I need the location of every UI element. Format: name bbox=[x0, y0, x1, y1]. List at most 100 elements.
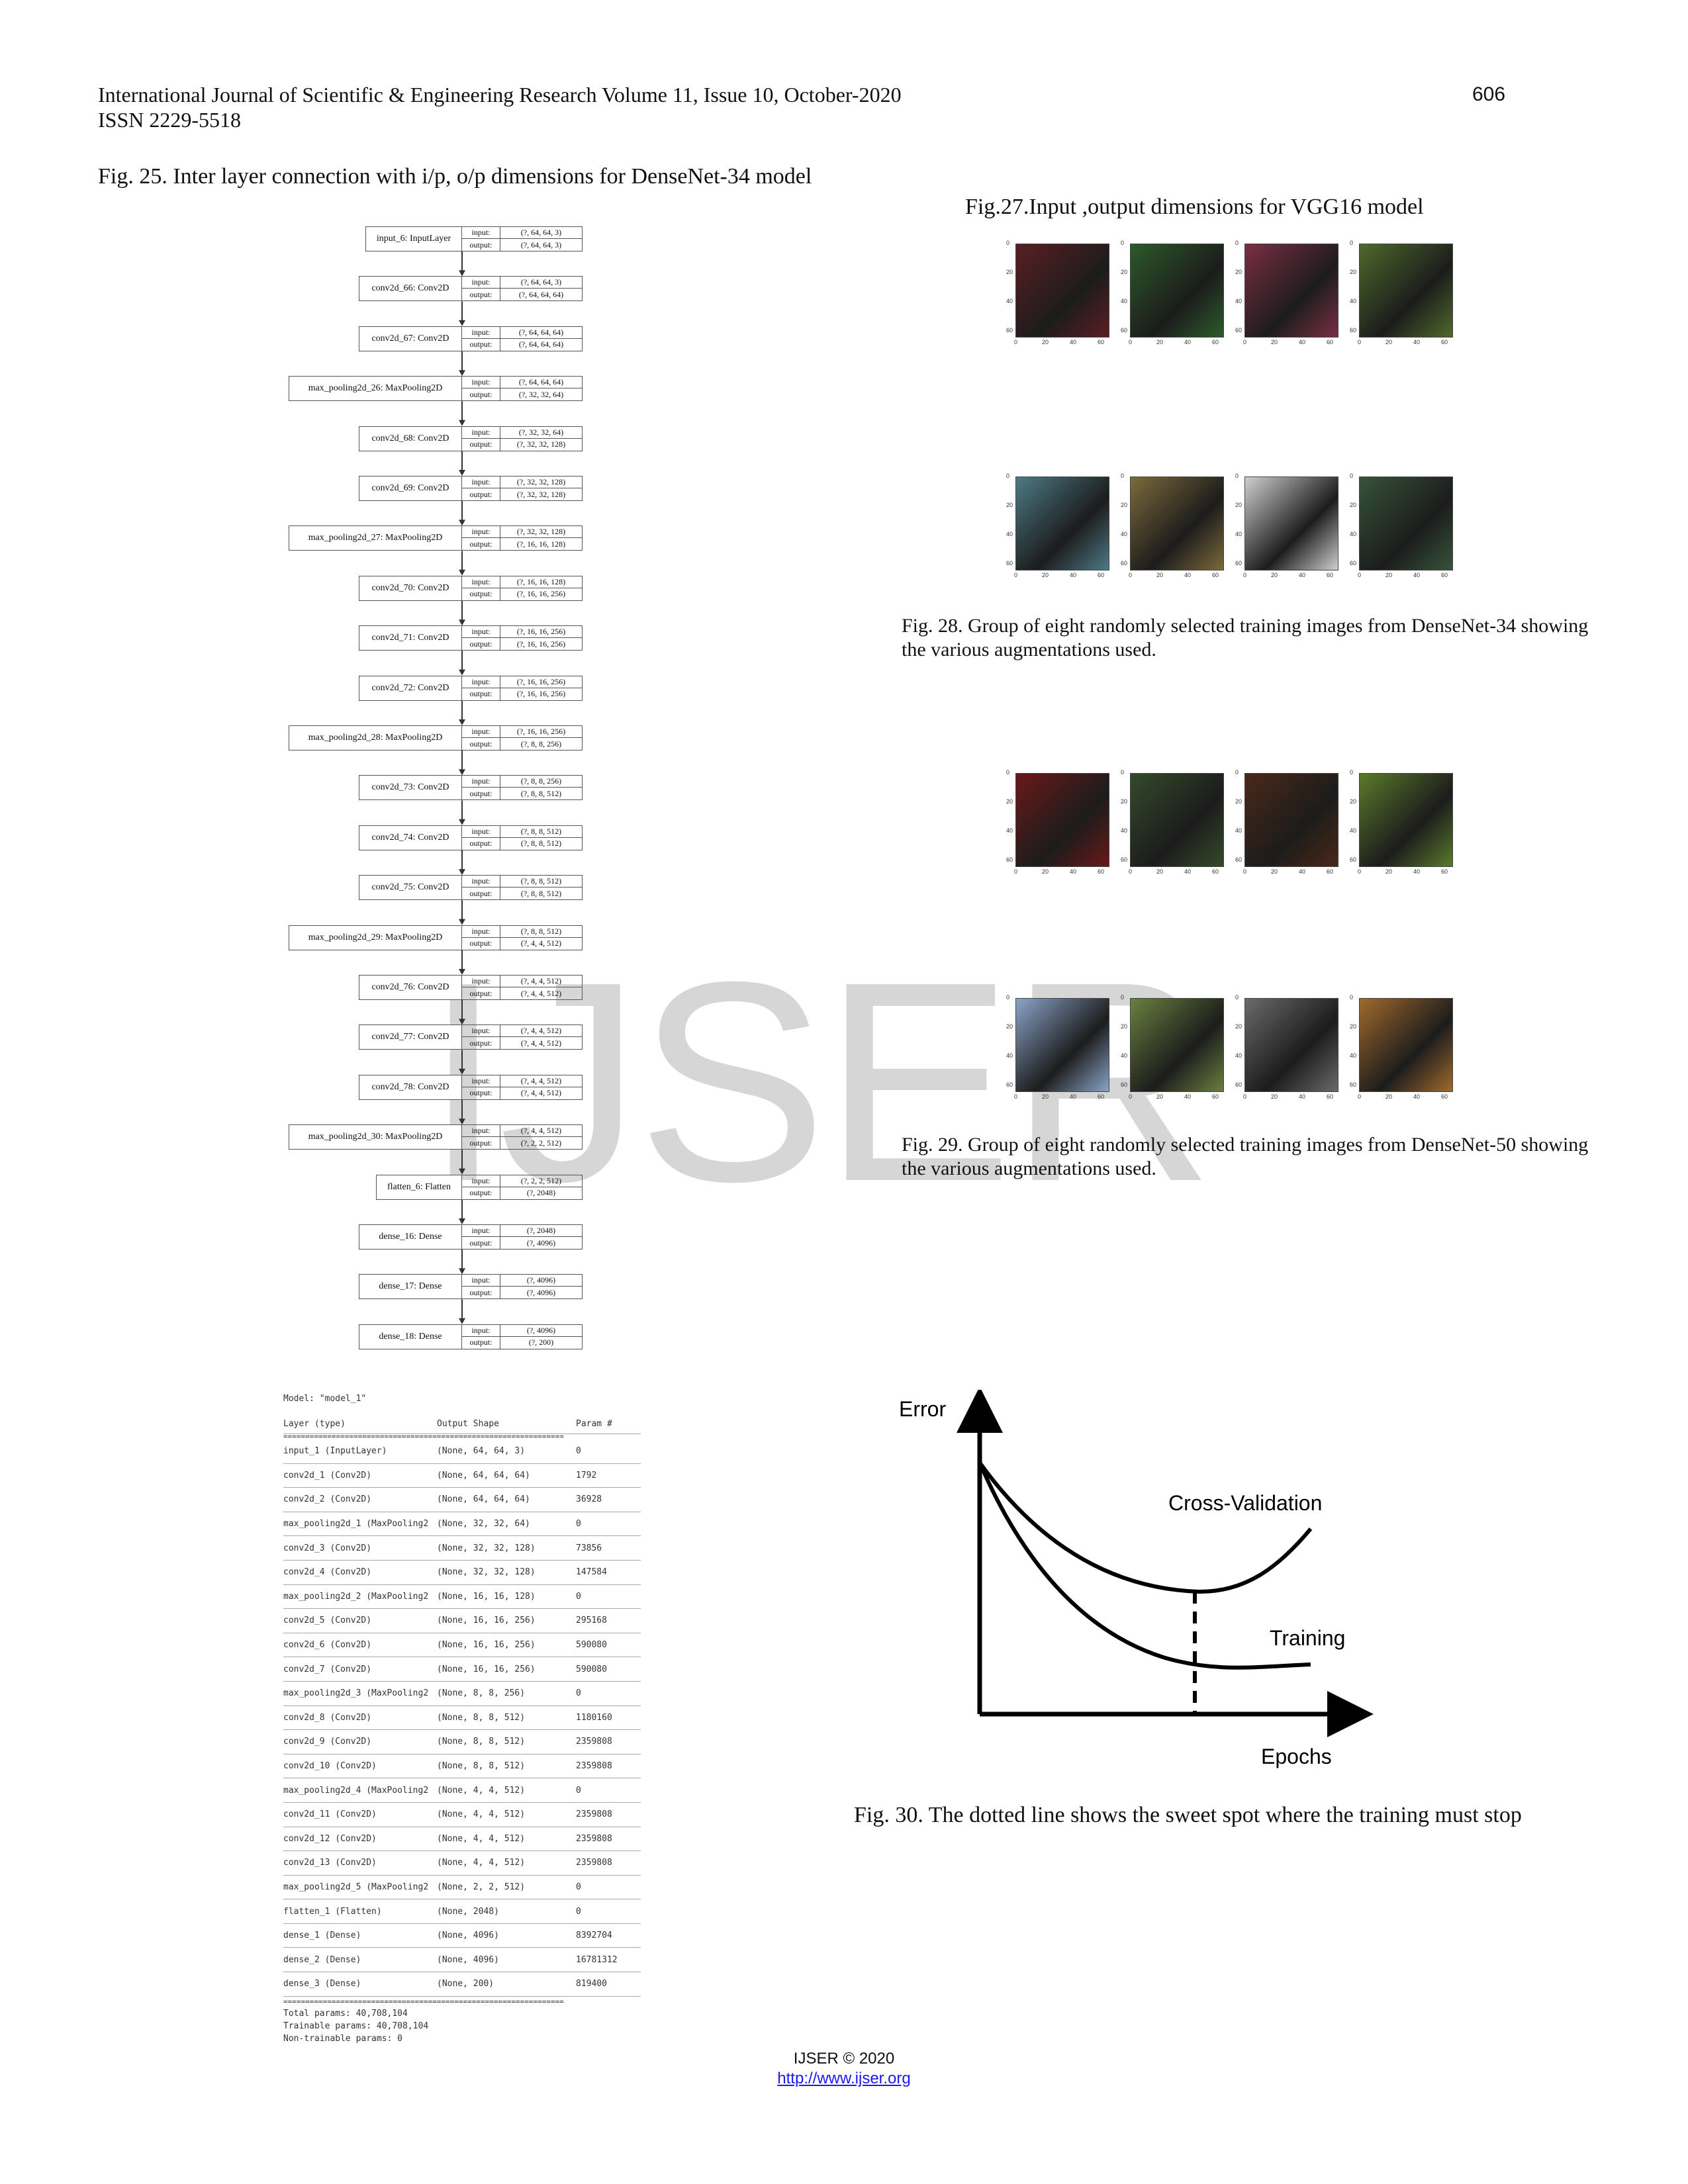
y-tick: 0 bbox=[1006, 240, 1010, 246]
graph-arrowhead bbox=[459, 769, 465, 776]
y-tick: 60 bbox=[1121, 560, 1128, 567]
summary-layer: conv2d_4 (Conv2D) bbox=[283, 1567, 372, 1578]
input-label: input: bbox=[462, 226, 500, 239]
summary-param: 295168 bbox=[576, 1615, 607, 1626]
summary-param: 73856 bbox=[576, 1543, 602, 1553]
output-label: output: bbox=[462, 1287, 500, 1300]
y-tick: 20 bbox=[1235, 1023, 1243, 1030]
summary-row: conv2d_4 (Conv2D) (None, 32, 32, 128) 1475… bbox=[283, 1561, 641, 1585]
summary-separator-bottom: ========================================… bbox=[283, 1999, 564, 2005]
image-patch bbox=[1015, 773, 1109, 867]
y-tick: 0 bbox=[1006, 994, 1010, 1001]
summary-shape: (None, 8, 8, 512) bbox=[437, 1761, 526, 1772]
summary-param: 0 bbox=[576, 1446, 581, 1457]
input-label: input: bbox=[462, 975, 500, 987]
summary-param: 0 bbox=[576, 1785, 581, 1796]
image-patch bbox=[1015, 477, 1109, 570]
training-image-thumbnail: 0 20 40 60 0 20 40 60 bbox=[1350, 471, 1462, 584]
y-tick: 40 bbox=[1006, 298, 1013, 304]
x-tick: 20 bbox=[1156, 1093, 1164, 1100]
input-shape: (?, 4096) bbox=[500, 1274, 583, 1287]
y-tick: 0 bbox=[1350, 769, 1354, 776]
layer-node: conv2d_77: Conv2D input: (?, 4, 4, 512) out… bbox=[359, 1024, 583, 1050]
summary-layer: conv2d_2 (Conv2D) bbox=[283, 1494, 372, 1505]
input-shape: (?, 4096) bbox=[500, 1324, 583, 1337]
layer-node: max_pooling2d_27: MaxPooling2D input: (?, … bbox=[289, 525, 583, 551]
y-tick: 20 bbox=[1235, 798, 1243, 805]
x-axis-label: Epochs bbox=[1261, 1745, 1332, 1768]
y-tick: 20 bbox=[1121, 1023, 1128, 1030]
training-image-thumbnail: 0 20 40 60 0 20 40 60 bbox=[1350, 768, 1462, 880]
x-tick: 40 bbox=[1184, 572, 1192, 578]
input-shape: (?, 32, 32, 64) bbox=[500, 426, 583, 439]
output-shape: (?, 16, 16, 256) bbox=[500, 638, 583, 651]
summary-param: 16781312 bbox=[576, 1954, 618, 1965]
layer-node: conv2d_69: Conv2D input: (?, 32, 32, 128) o… bbox=[359, 476, 583, 501]
input-label: input: bbox=[462, 1024, 500, 1038]
layer-name: max_pooling2d_29: MaxPooling2D bbox=[289, 925, 462, 950]
layer-name: dense_16: Dense bbox=[359, 1224, 462, 1250]
fig29-caption: Fig. 29. Group of eight randomly selecte… bbox=[902, 1134, 1589, 1179]
output-shape: (?, 4096) bbox=[500, 1287, 583, 1300]
graph-arrowhead bbox=[459, 1168, 465, 1175]
x-tick: 20 bbox=[1271, 1093, 1278, 1100]
input-label: input: bbox=[462, 675, 500, 688]
summary-row: dense_2 (Dense) (None, 4096) 16781312 bbox=[283, 1948, 641, 1973]
summary-row: max_pooling2d_1 (MaxPooling2 (None, 32, 3… bbox=[283, 1512, 641, 1537]
training-image-thumbnail: 0 20 40 60 0 20 40 60 bbox=[1235, 238, 1348, 351]
y-tick: 20 bbox=[1350, 798, 1357, 805]
x-tick: 20 bbox=[1042, 1093, 1049, 1100]
summary-layer: conv2d_5 (Conv2D) bbox=[283, 1615, 372, 1626]
image-patch bbox=[1130, 773, 1224, 867]
summary-col-shape: Output Shape bbox=[437, 1418, 499, 1429]
layer-name: conv2d_72: Conv2D bbox=[359, 675, 462, 701]
x-tick: 0 bbox=[1243, 868, 1247, 875]
output-label: output: bbox=[462, 1137, 500, 1150]
graph-arrowhead bbox=[459, 869, 465, 876]
output-label: output: bbox=[462, 1037, 500, 1050]
y-tick: 0 bbox=[1235, 473, 1239, 479]
summary-row: dense_1 (Dense) (None, 4096) 8392704 bbox=[283, 1924, 641, 1948]
x-tick: 20 bbox=[1042, 868, 1049, 875]
x-tick: 20 bbox=[1385, 1093, 1393, 1100]
x-tick: 60 bbox=[1441, 339, 1448, 345]
x-tick: 20 bbox=[1271, 572, 1278, 578]
x-tick: 60 bbox=[1098, 572, 1105, 578]
summary-col-param: Param # bbox=[576, 1418, 612, 1429]
summary-layer: conv2d_3 (Conv2D) bbox=[283, 1543, 372, 1553]
input-label: input: bbox=[462, 825, 500, 838]
y-tick: 0 bbox=[1121, 473, 1125, 479]
y-tick: 20 bbox=[1235, 502, 1243, 508]
x-tick: 60 bbox=[1441, 572, 1448, 578]
graph-arrowhead bbox=[459, 1218, 465, 1224]
summary-param: 8392704 bbox=[576, 1931, 612, 1941]
summary-shape: (None, 64, 64, 64) bbox=[437, 1494, 530, 1505]
input-label: input: bbox=[462, 1124, 500, 1138]
output-shape: (?, 16, 16, 256) bbox=[500, 688, 583, 701]
input-shape: (?, 4, 4, 512) bbox=[500, 975, 583, 987]
x-tick: 60 bbox=[1212, 339, 1219, 345]
output-label: output: bbox=[462, 788, 500, 801]
input-shape: (?, 4, 4, 512) bbox=[500, 1024, 583, 1038]
image-patch bbox=[1130, 998, 1224, 1092]
layer-node: conv2d_70: Conv2D input: (?, 16, 16, 128) o… bbox=[359, 575, 583, 601]
summary-shape: (None, 16, 16, 256) bbox=[437, 1640, 536, 1651]
summary-non-trainable: Non-trainable params: 0 bbox=[283, 2033, 403, 2044]
input-label: input: bbox=[462, 525, 500, 539]
layer-name: dense_18: Dense bbox=[359, 1324, 462, 1349]
x-tick: 20 bbox=[1156, 572, 1164, 578]
layer-node: conv2d_73: Conv2D input: (?, 8, 8, 256) out… bbox=[359, 775, 583, 801]
summary-param: 2359808 bbox=[576, 1833, 612, 1844]
summary-row: input_1 (InputLayer) (None, 64, 64, 3) 0 bbox=[283, 1439, 641, 1464]
y-tick: 20 bbox=[1350, 269, 1357, 275]
summary-layer: conv2d_11 (Conv2D) bbox=[283, 1809, 377, 1820]
summary-param: 0 bbox=[576, 1519, 581, 1529]
summary-row: max_pooling2d_5 (MaxPooling2 (None, 2, 2,… bbox=[283, 1876, 641, 1900]
summary-row: conv2d_13 (Conv2D) (None, 4, 4, 512) 23598… bbox=[283, 1851, 641, 1876]
layer-graph: input_6: InputLayer input: (?, 64, 64, 3) o… bbox=[0, 0, 583, 1349]
footer-link[interactable]: http://www.ijser.org bbox=[777, 2070, 911, 2087]
input-label: input: bbox=[462, 625, 500, 639]
image-patch bbox=[1359, 773, 1453, 867]
x-tick: 0 bbox=[1243, 572, 1247, 578]
training-image-thumbnail: 0 20 40 60 0 20 40 60 bbox=[1121, 238, 1233, 351]
